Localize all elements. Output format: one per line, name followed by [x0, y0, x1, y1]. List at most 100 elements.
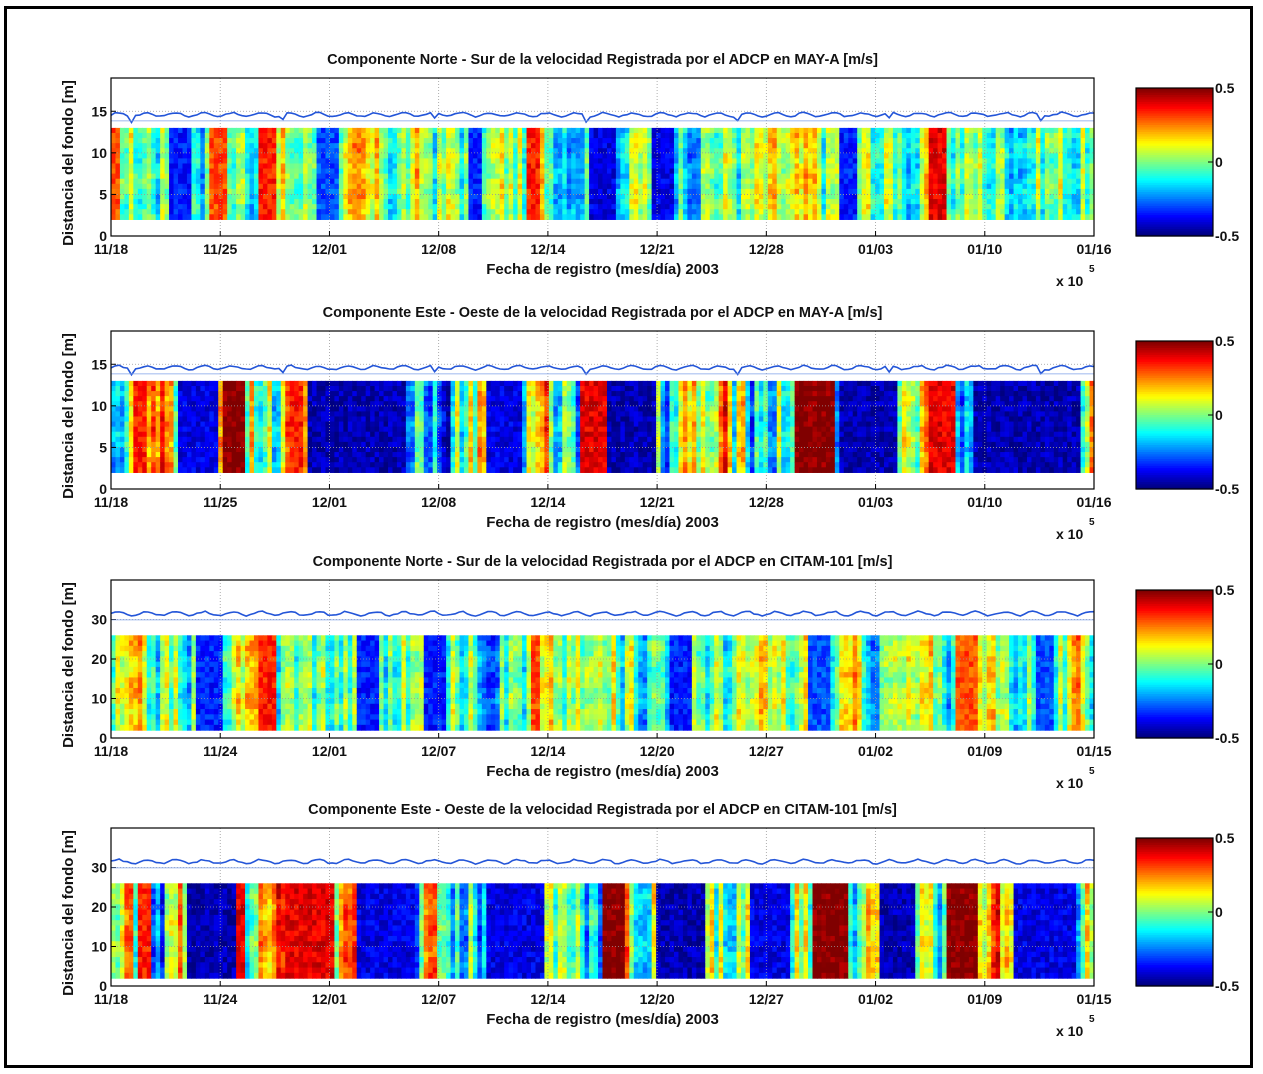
heatmap-cell — [813, 189, 818, 195]
heatmap-cell — [191, 163, 196, 169]
heatmap-cell — [1054, 209, 1059, 215]
heatmap-cell — [893, 158, 898, 164]
heatmap-cell — [348, 169, 353, 175]
heatmap-cell — [227, 386, 232, 392]
heatmap-cell — [477, 169, 482, 175]
heatmap-cell — [178, 214, 183, 220]
heatmap-cell — [1005, 199, 1010, 205]
heatmap-cell — [518, 194, 523, 200]
heatmap-cell — [804, 214, 809, 220]
heatmap-cell — [312, 214, 317, 220]
heatmap-cell — [1063, 128, 1068, 134]
heatmap-cell — [209, 179, 214, 185]
heatmap-cell — [799, 163, 804, 169]
heatmap-cell — [513, 133, 518, 139]
heatmap-cell — [468, 163, 473, 169]
heatmap-cell — [1049, 163, 1054, 169]
heatmap-cell — [522, 153, 527, 159]
heatmap-cell — [603, 169, 608, 175]
heatmap-cell — [1058, 153, 1063, 159]
heatmap-cell — [352, 179, 357, 185]
heatmap-cell — [1040, 163, 1045, 169]
heatmap-cell — [808, 174, 813, 180]
heatmap-cell — [464, 184, 469, 190]
heatmap-cell — [888, 133, 893, 139]
heatmap-cell — [468, 194, 473, 200]
heatmap-cell — [254, 143, 259, 149]
heatmap-cell — [723, 214, 728, 220]
heatmap-cell — [687, 148, 692, 154]
heatmap-cell — [620, 138, 625, 144]
heatmap-cell — [267, 467, 272, 473]
heatmap-cell — [160, 199, 165, 205]
heatmap-cell — [611, 143, 616, 149]
heatmap-cell — [165, 209, 170, 215]
heatmap-cell — [920, 138, 925, 144]
heatmap-cell — [853, 209, 858, 215]
heatmap-cell — [245, 158, 250, 164]
heatmap-cell — [705, 163, 710, 169]
heatmap-cell — [339, 128, 344, 134]
heatmap-cell — [580, 143, 585, 149]
heatmap-cell — [272, 462, 277, 468]
heatmap-cell — [446, 174, 451, 180]
heatmap-cell — [294, 411, 299, 417]
heatmap-cell — [464, 153, 469, 159]
heatmap-cell — [1085, 138, 1090, 144]
heatmap-cell — [410, 143, 415, 149]
heatmap-cell — [200, 386, 205, 392]
heatmap-cell — [120, 442, 125, 448]
heatmap-cell — [174, 158, 179, 164]
heatmap-cell — [518, 199, 523, 205]
heatmap-cell — [290, 416, 295, 422]
heatmap-cell — [598, 174, 603, 180]
heatmap-cell — [924, 199, 929, 205]
heatmap-cell — [518, 163, 523, 169]
heatmap-cell — [196, 128, 201, 134]
heatmap-cell — [1085, 179, 1090, 185]
heatmap-cell — [920, 133, 925, 139]
heatmap-cell — [692, 174, 697, 180]
heatmap-cell — [933, 209, 938, 215]
heatmap-cell — [1036, 174, 1041, 180]
heatmap-cell — [272, 199, 277, 205]
heatmap-cell — [933, 138, 938, 144]
heatmap-cell — [759, 143, 764, 149]
heatmap-cell — [535, 204, 540, 210]
heatmap-cell — [272, 411, 277, 417]
heatmap-cell — [880, 184, 885, 190]
heatmap-cell — [531, 169, 536, 175]
heatmap-cell — [196, 457, 201, 463]
heatmap-cell — [665, 163, 670, 169]
heatmap-cell — [544, 169, 549, 175]
heatmap-cell — [964, 174, 969, 180]
heatmap-cell — [299, 194, 304, 200]
heatmap-cell — [978, 153, 983, 159]
heatmap-cell — [790, 179, 795, 185]
heatmap-cell — [527, 169, 532, 175]
heatmap-cell — [638, 209, 643, 215]
heatmap-cell — [133, 452, 138, 458]
heatmap-cell — [486, 169, 491, 175]
heatmap — [111, 381, 1095, 473]
heatmap-cell — [1040, 189, 1045, 195]
heatmap-cell — [437, 138, 442, 144]
heatmap-cell — [442, 158, 447, 164]
heatmap-cell — [1072, 158, 1077, 164]
heatmap-cell — [513, 128, 518, 134]
heatmap-cell — [808, 204, 813, 210]
heatmap-cell — [209, 427, 214, 433]
heatmap-cell — [169, 457, 174, 463]
heatmap-cell — [178, 174, 183, 180]
heatmap-cell — [317, 447, 322, 453]
heatmap-cell — [232, 396, 237, 402]
heatmap-cell — [446, 138, 451, 144]
heatmap-cell — [696, 179, 701, 185]
heatmap-cell — [813, 158, 818, 164]
heatmap-cell — [1054, 143, 1059, 149]
heatmap-cell — [1067, 214, 1072, 220]
heatmap-cell — [290, 163, 295, 169]
heatmap-cell — [772, 214, 777, 220]
heatmap-cell — [670, 143, 675, 149]
heatmap-cell — [133, 416, 138, 422]
